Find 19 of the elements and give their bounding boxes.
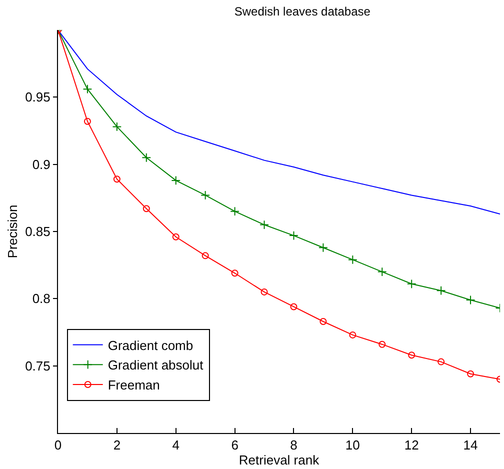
x-tick-label: 2 — [113, 438, 121, 453]
x-axis-title: Retrieval rank — [238, 452, 320, 468]
x-tick-label: 14 — [463, 438, 478, 453]
y-tick-label: 0.8 — [32, 291, 50, 306]
y-tick-label: 0.85 — [25, 224, 50, 240]
x-tick-label: 12 — [404, 438, 419, 453]
x-tick-label: 6 — [231, 438, 238, 453]
x-tick-label: 10 — [345, 438, 360, 453]
y-tick-label: 0.95 — [25, 90, 50, 105]
x-tick-label: 0 — [54, 438, 62, 453]
y-axis-title: Precision — [5, 204, 20, 258]
y-tick-label: 0.9 — [32, 156, 50, 172]
legend-label: Gradient comb — [108, 338, 194, 353]
legend-label: Gradient absolut — [108, 358, 204, 373]
x-tick-label: 8 — [290, 438, 298, 453]
y-tick-label: 0.75 — [25, 358, 50, 374]
chart-title: Swedish leaves database — [234, 4, 371, 18]
x-tick-label: 4 — [172, 438, 180, 453]
legend-label: Freeman — [108, 378, 160, 393]
